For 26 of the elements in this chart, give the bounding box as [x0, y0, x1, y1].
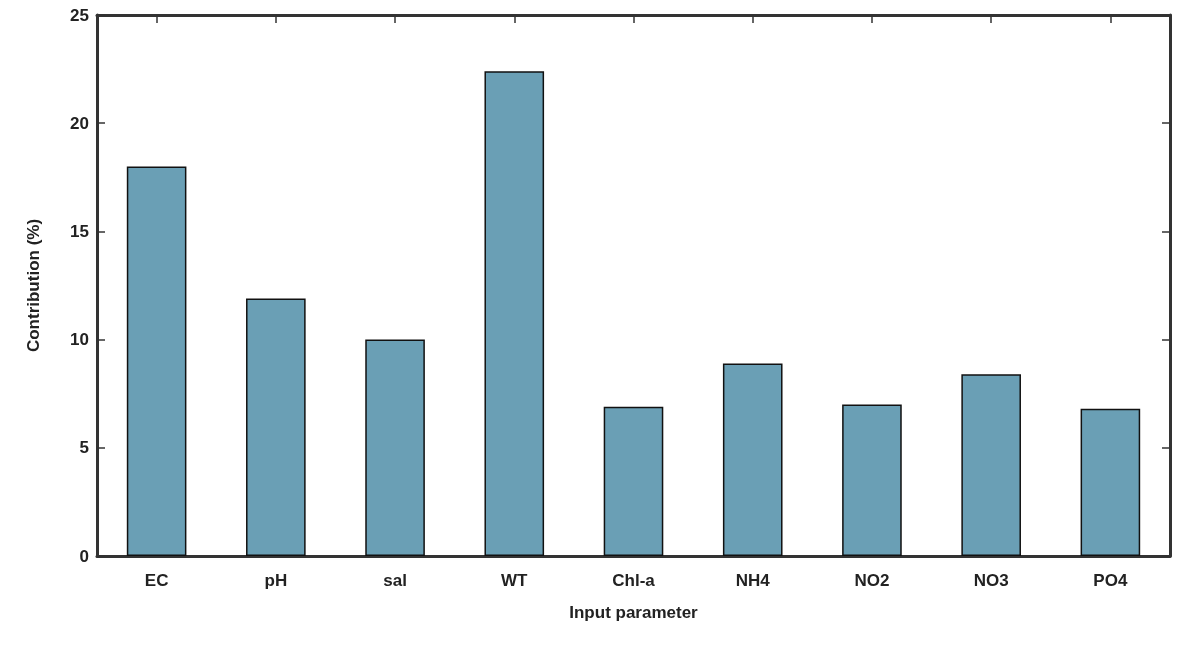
x-tick-label: pH — [264, 571, 288, 590]
y-tick-label: 0 — [79, 546, 89, 566]
x-axis-title: Input parameter — [569, 603, 699, 622]
bar — [842, 404, 902, 556]
x-tick-label: sal — [383, 571, 407, 590]
bar — [961, 374, 1021, 556]
x-tick-label: NO2 — [854, 571, 890, 590]
x-tick-label: NO3 — [973, 571, 1009, 590]
bar — [722, 363, 783, 556]
bar — [365, 339, 425, 556]
x-tick-label: Chl-a — [612, 571, 656, 590]
x-tick-label: WT — [501, 571, 529, 590]
y-tick-label: 20 — [70, 113, 89, 133]
bar — [484, 71, 545, 556]
y-axis-title: Contribution (%) — [24, 218, 43, 353]
x-tick-label: PO4 — [1093, 571, 1128, 590]
x-tick-label: EC — [144, 571, 169, 590]
bar — [603, 406, 664, 556]
bar — [1080, 408, 1141, 556]
x-tick-label: NH4 — [735, 571, 771, 590]
y-tick-label: 10 — [70, 330, 89, 350]
y-tick-label: 25 — [70, 5, 89, 25]
bar — [126, 166, 187, 556]
y-tick-label: 15 — [70, 221, 89, 241]
y-tick-label: 5 — [79, 438, 89, 458]
bar — [246, 298, 306, 556]
